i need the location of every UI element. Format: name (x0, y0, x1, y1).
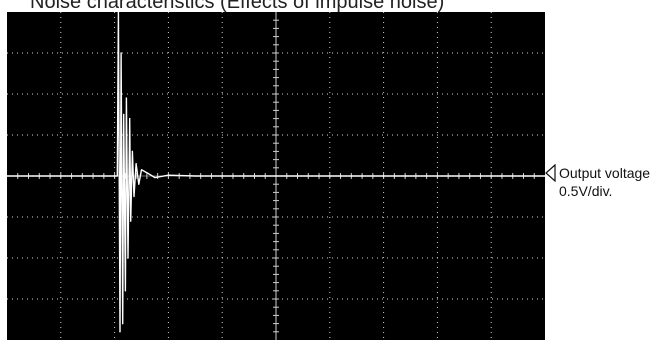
trace-point (146, 172, 148, 174)
trace-point (129, 118, 131, 120)
trace-point (221, 175, 223, 177)
trace-point (120, 52, 122, 54)
trace-point (154, 177, 156, 179)
trace-point (436, 175, 438, 177)
trace-point (127, 257, 129, 259)
channel-label: Output voltage (559, 165, 651, 181)
trace-point (130, 220, 132, 222)
trace-point (124, 290, 126, 292)
oscilloscope-screen (7, 12, 545, 340)
trace-point (119, 331, 121, 333)
trace-point (133, 195, 135, 198)
trace-point (114, 175, 116, 177)
trace-point (275, 175, 277, 177)
trace-point (125, 97, 128, 99)
trace-point (135, 163, 137, 165)
trace-point (140, 169, 143, 171)
trace-point (167, 174, 169, 176)
trace-point (194, 175, 196, 177)
trace-point (490, 175, 492, 177)
output-voltage-trace (7, 12, 545, 333)
trace-point (123, 113, 125, 116)
trace-point (383, 175, 385, 177)
trace-point (329, 175, 331, 177)
trace-point (117, 12, 119, 13)
trace-point (7, 175, 8, 177)
trace-point (138, 183, 140, 185)
trace-point (131, 150, 133, 152)
trace-point (116, 175, 118, 177)
plot-area (7, 12, 545, 340)
trace-layer (7, 12, 545, 333)
channel-scale: 0.5V/div. (559, 183, 613, 199)
channel-marker-icon (544, 163, 558, 187)
trace-point (122, 323, 124, 325)
trace-point (60, 175, 62, 177)
chart-title: Noise characteristics (Effects of impuls… (30, 0, 445, 13)
trace-point (544, 175, 545, 177)
